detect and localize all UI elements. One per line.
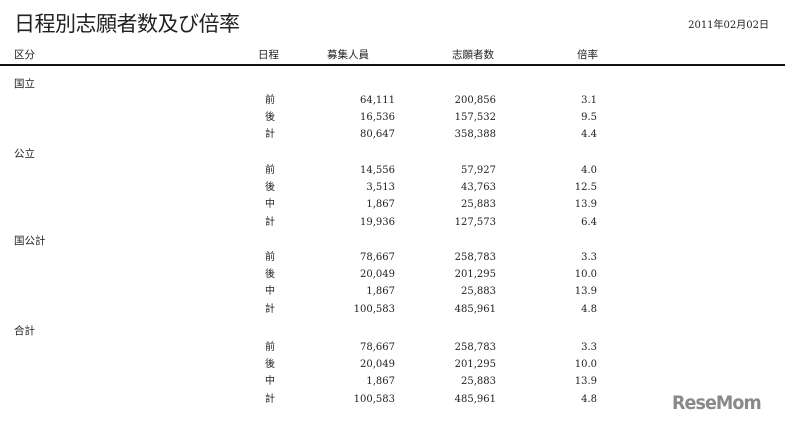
cell-capacity: 100,583 bbox=[353, 393, 395, 405]
cell-applicants: 201,295 bbox=[454, 269, 496, 281]
cell-applicants: 485,961 bbox=[454, 303, 496, 315]
cell-schedule: 中 bbox=[265, 376, 275, 388]
cell-schedule: 前 bbox=[265, 165, 275, 176]
cell-schedule: 前 bbox=[265, 342, 275, 353]
group-label: 国立 bbox=[14, 78, 35, 90]
cell-ratio: 10.0 bbox=[574, 269, 597, 281]
cell-schedule: 前 bbox=[265, 95, 275, 106]
cell-schedule: 後 bbox=[265, 269, 275, 281]
cell-schedule: 計 bbox=[265, 129, 275, 141]
cell-ratio: 3.3 bbox=[581, 252, 597, 263]
header-rule bbox=[0, 64, 785, 66]
cell-ratio: 12.5 bbox=[574, 182, 597, 194]
group-label: 合計 bbox=[14, 325, 35, 337]
cell-applicants: 25,883 bbox=[461, 286, 496, 298]
group-label: 公立 bbox=[14, 148, 35, 160]
cell-capacity: 100,583 bbox=[353, 303, 395, 315]
cell-applicants: 127,573 bbox=[454, 216, 496, 228]
cell-ratio: 3.1 bbox=[581, 95, 597, 106]
cell-ratio: 13.9 bbox=[574, 376, 597, 388]
cell-capacity: 80,647 bbox=[360, 129, 395, 141]
cell-schedule: 計 bbox=[265, 393, 275, 405]
cell-applicants: 57,927 bbox=[461, 165, 496, 176]
cell-schedule: 計 bbox=[265, 303, 275, 315]
cell-ratio: 13.9 bbox=[574, 286, 597, 298]
cell-ratio: 4.0 bbox=[581, 165, 597, 176]
cell-capacity: 1,867 bbox=[366, 199, 395, 211]
cell-applicants: 25,883 bbox=[461, 199, 496, 211]
cell-applicants: 157,532 bbox=[454, 112, 496, 124]
header-schedule: 日程 bbox=[258, 49, 279, 61]
cell-capacity: 64,111 bbox=[360, 95, 395, 106]
cell-applicants: 358,388 bbox=[454, 129, 496, 141]
cell-capacity: 1,867 bbox=[366, 286, 395, 298]
cell-capacity: 78,667 bbox=[360, 342, 395, 353]
cell-capacity: 14,556 bbox=[360, 165, 395, 176]
cell-ratio: 3.3 bbox=[581, 342, 597, 353]
cell-applicants: 485,961 bbox=[454, 393, 496, 405]
header-capacity: 募集人員 bbox=[327, 49, 369, 61]
cell-schedule: 後 bbox=[265, 112, 275, 124]
cell-schedule: 前 bbox=[265, 252, 275, 263]
cell-applicants: 258,783 bbox=[454, 342, 496, 353]
cell-ratio: 4.8 bbox=[581, 303, 597, 315]
cell-applicants: 258,783 bbox=[454, 252, 496, 263]
cell-capacity: 78,667 bbox=[360, 252, 395, 263]
cell-schedule: 中 bbox=[265, 286, 275, 298]
cell-capacity: 20,049 bbox=[360, 359, 395, 371]
page-title: 日程別志願者数及び倍率 bbox=[14, 12, 240, 36]
cell-capacity: 3,513 bbox=[366, 182, 395, 194]
report-date: 2011年02月02日 bbox=[688, 20, 769, 31]
cell-schedule: 後 bbox=[265, 182, 275, 194]
cell-ratio: 4.4 bbox=[581, 129, 597, 141]
cell-ratio: 6.4 bbox=[581, 216, 597, 228]
cell-capacity: 1,867 bbox=[366, 376, 395, 388]
cell-applicants: 25,883 bbox=[461, 376, 496, 388]
cell-ratio: 10.0 bbox=[574, 359, 597, 371]
group-label: 国公計 bbox=[14, 235, 46, 247]
cell-capacity: 16,536 bbox=[360, 112, 395, 124]
cell-applicants: 201,295 bbox=[454, 359, 496, 371]
cell-capacity: 20,049 bbox=[360, 269, 395, 281]
cell-applicants: 200,856 bbox=[454, 95, 496, 106]
cell-capacity: 19,936 bbox=[360, 216, 395, 228]
cell-applicants: 43,763 bbox=[461, 182, 496, 194]
header-ratio: 倍率 bbox=[577, 49, 598, 61]
cell-schedule: 後 bbox=[265, 359, 275, 371]
header-category: 区分 bbox=[14, 49, 35, 61]
header-applicants: 志願者数 bbox=[452, 49, 494, 61]
resemom-logo: ReseMom bbox=[672, 392, 762, 414]
cell-ratio: 13.9 bbox=[574, 199, 597, 211]
cell-ratio: 9.5 bbox=[581, 112, 597, 124]
cell-schedule: 中 bbox=[265, 199, 275, 211]
cell-schedule: 計 bbox=[265, 216, 275, 228]
cell-ratio: 4.8 bbox=[581, 393, 597, 405]
